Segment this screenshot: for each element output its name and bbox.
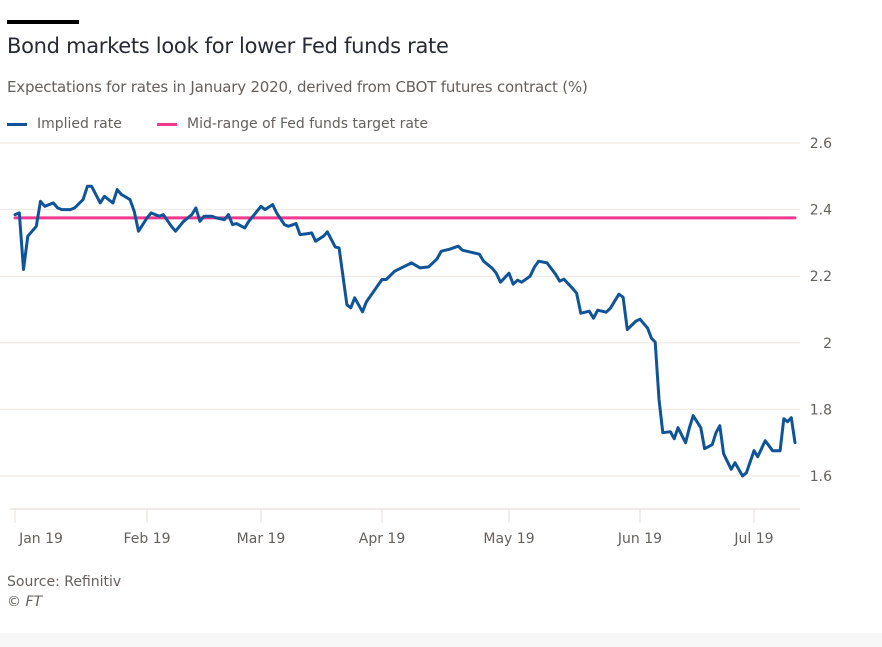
y-tick-label: 1.8 [810,402,832,418]
y-tick-label: 2.6 [810,136,832,152]
x-tick-label: Jul 19 [733,531,773,547]
line-chart: 1.6 1.8 2 2.2 2.4 2.6 Jan 19 Feb 19 Mar 19 Apr 1… [0,136,832,547]
y-tick-label: 2 [823,336,832,352]
legend-item-implied-rate: Implied rate [7,116,122,132]
y-tick-label: 2.2 [810,269,832,285]
chart-subtitle: Expectations for rates in January 2020, … [7,78,588,96]
x-tick-label: Feb 19 [123,531,170,547]
source-note: Source: Refinitiv [7,574,122,590]
x-axis: Jan 19 Feb 19 Mar 19 Apr 19 May 19 Jun 19 Jul … [10,508,800,547]
brand-rule [7,20,79,24]
copyright: © FT [7,594,43,610]
y-tick-label: 2.4 [810,203,832,219]
x-tick-label: Apr 19 [359,531,405,547]
bottom-band [0,633,882,647]
legend-label: Implied rate [37,116,122,132]
legend-label: Mid-range of Fed funds target rate [187,116,429,132]
series-group [13,184,797,478]
footer: Source: Refinitiv © FT [7,572,121,612]
series-line-implied-rate [13,184,797,478]
x-tick-label: Mar 19 [237,531,286,547]
y-tick-label: 1.6 [810,469,832,485]
legend-swatch-target-rate [157,122,177,126]
x-tick-label: May 19 [483,531,534,547]
x-tick-label: Jan 19 [18,531,63,547]
y-axis: 1.6 1.8 2 2.2 2.4 2.6 [810,136,832,485]
chart-title: Bond markets look for lower Fed funds ra… [7,34,449,58]
legend-swatch-implied-rate [7,122,27,126]
legend-item-target-rate: Mid-range of Fed funds target rate [157,116,428,132]
x-tick-label: Jun 19 [617,531,662,547]
